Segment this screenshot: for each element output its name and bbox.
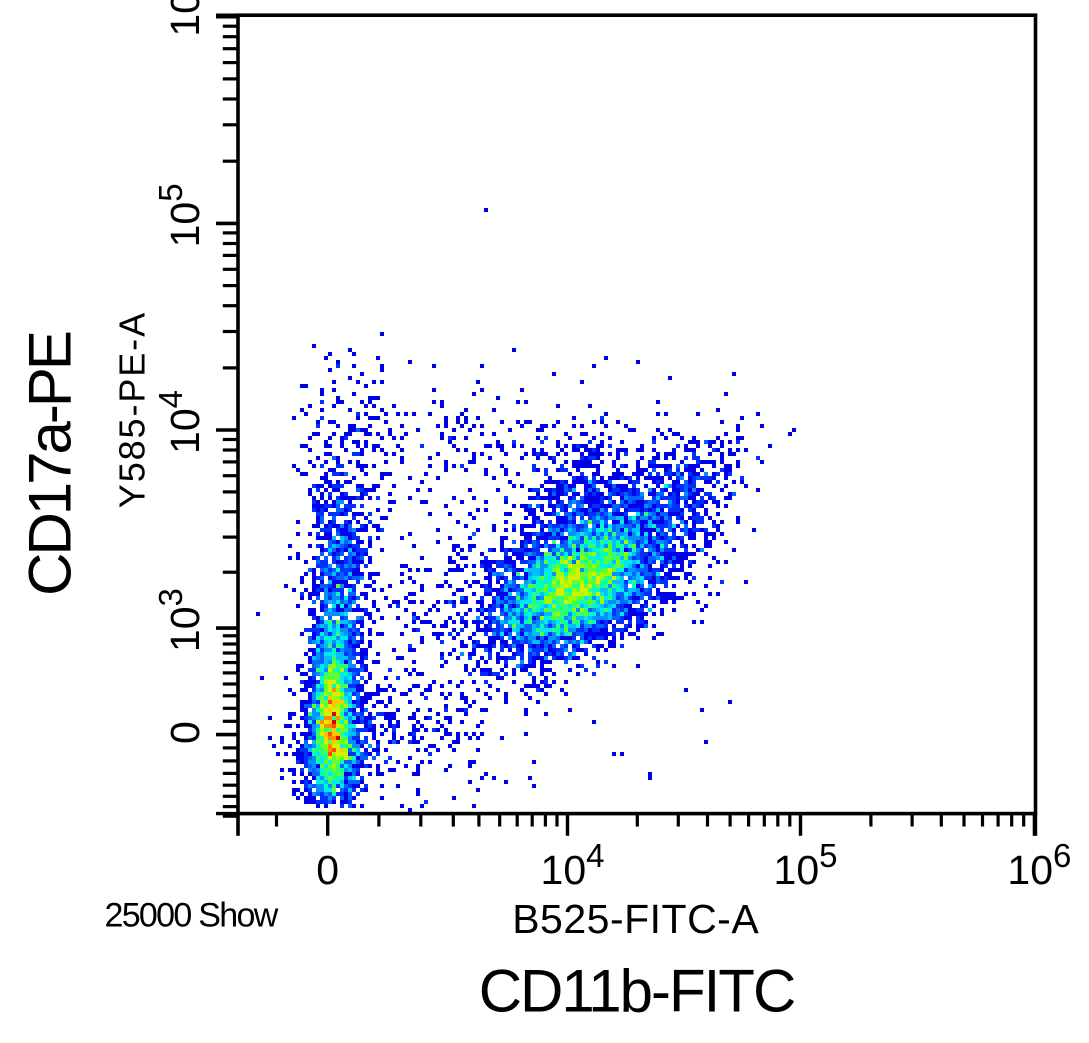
svg-text:104: 104 <box>541 837 605 893</box>
svg-text:CD17a-PE: CD17a-PE <box>16 332 83 596</box>
svg-text:0: 0 <box>316 847 339 893</box>
svg-text:0: 0 <box>162 721 208 744</box>
svg-text:25000 Show: 25000 Show <box>105 897 279 935</box>
svg-text:106: 106 <box>152 0 208 37</box>
svg-text:Y585-PE-A: Y585-PE-A <box>111 311 152 508</box>
svg-text:B525-FITC-A: B525-FITC-A <box>512 896 759 942</box>
svg-text:CD11b-FITC: CD11b-FITC <box>479 958 795 1025</box>
